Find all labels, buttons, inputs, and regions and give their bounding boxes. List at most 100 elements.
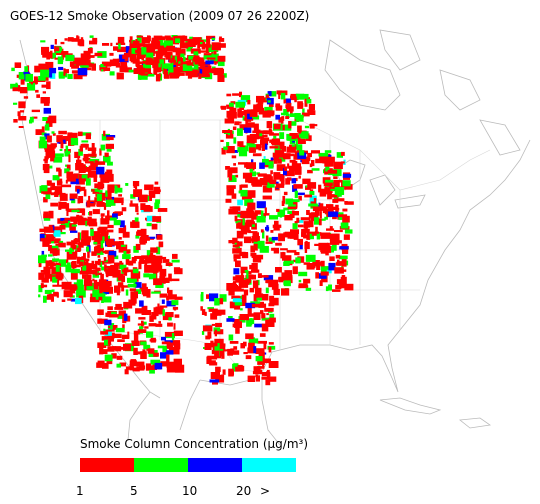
smoke-patch xyxy=(226,318,235,322)
smoke-patch xyxy=(29,116,34,123)
smoke-patch xyxy=(159,42,165,46)
smoke-patch xyxy=(301,112,310,117)
smoke-patch xyxy=(294,190,298,199)
smoke-patch xyxy=(308,203,318,207)
smoke-patch xyxy=(83,261,88,266)
smoke-patch xyxy=(45,265,49,269)
smoke-patch xyxy=(232,248,241,254)
smoke-patch xyxy=(248,313,256,317)
smoke-patch xyxy=(124,369,129,375)
smoke-patch xyxy=(220,105,223,109)
smoke-patch xyxy=(138,362,144,368)
smoke-patch xyxy=(268,161,274,169)
smoke-patch xyxy=(102,194,105,198)
smoke-patch xyxy=(40,69,50,78)
smoke-patch xyxy=(173,267,181,272)
smoke-patch xyxy=(70,244,77,250)
smoke-patch xyxy=(136,212,139,215)
smoke-patch xyxy=(249,168,253,172)
smoke-patch xyxy=(247,202,256,210)
smoke-patch xyxy=(99,65,108,71)
smoke-patch xyxy=(162,277,170,283)
smoke-patch xyxy=(287,138,297,141)
smoke-patch xyxy=(246,162,256,169)
smoke-patch xyxy=(299,150,305,156)
smoke-patch xyxy=(231,150,239,153)
smoke-patch xyxy=(78,173,82,182)
smoke-patch xyxy=(157,259,162,267)
smoke-patch xyxy=(315,158,325,164)
smoke-patch xyxy=(293,184,303,189)
smoke-patch xyxy=(251,236,260,244)
smoke-patch xyxy=(270,230,274,233)
smoke-patch xyxy=(52,258,60,262)
smoke-patch xyxy=(115,187,123,193)
smoke-patch xyxy=(234,288,244,292)
smoke-patch xyxy=(138,261,142,270)
smoke-patch xyxy=(214,350,221,359)
smoke-patch xyxy=(60,141,64,149)
smoke-patch xyxy=(75,186,86,191)
smoke-patch xyxy=(206,294,211,299)
smoke-patch xyxy=(304,125,310,129)
smoke-patch xyxy=(133,68,143,74)
smoke-patch xyxy=(110,42,113,47)
smoke-patch xyxy=(131,257,137,262)
smoke-patch xyxy=(109,52,114,56)
smoke-patch xyxy=(46,51,50,60)
smoke-patch xyxy=(163,68,168,75)
smoke-patch xyxy=(87,251,90,258)
smoke-patch xyxy=(320,245,325,253)
smoke-patch xyxy=(207,331,212,339)
smoke-patch xyxy=(197,41,201,49)
smoke-patch xyxy=(311,160,315,167)
smoke-patch xyxy=(256,201,266,209)
smoke-patch xyxy=(265,287,269,294)
smoke-patch xyxy=(85,166,91,172)
smoke-patch xyxy=(271,247,275,251)
smoke-patch xyxy=(85,220,88,227)
smoke-patch xyxy=(329,256,335,261)
smoke-patch xyxy=(107,255,115,263)
smoke-patch xyxy=(281,112,285,116)
smoke-patch xyxy=(260,229,264,233)
smoke-patch xyxy=(244,199,254,206)
smoke-patch xyxy=(79,145,83,152)
smoke-patch xyxy=(319,203,324,210)
smoke-patch xyxy=(76,289,86,298)
smoke-patch xyxy=(146,44,156,52)
smoke-patch xyxy=(107,240,113,247)
smoke-patch xyxy=(131,48,137,54)
smoke-patch xyxy=(90,227,94,230)
smoke-patch xyxy=(263,352,267,355)
smoke-patch xyxy=(245,175,250,183)
smoke-patch xyxy=(125,315,131,322)
smoke-patch xyxy=(323,182,333,187)
smoke-patch xyxy=(86,269,94,275)
smoke-patch xyxy=(263,176,273,182)
smoke-patch xyxy=(63,290,73,298)
smoke-patch xyxy=(235,275,245,283)
smoke-patch xyxy=(247,190,256,198)
smoke-patch xyxy=(95,270,98,276)
smoke-patch xyxy=(82,60,87,69)
smoke-patch xyxy=(161,299,165,304)
smoke-patch xyxy=(130,296,135,303)
smoke-patch xyxy=(286,98,291,104)
smoke-patch xyxy=(225,166,230,170)
smoke-patch xyxy=(141,283,147,289)
smoke-patch xyxy=(48,245,52,252)
smoke-patch xyxy=(121,276,125,283)
smoke-patch xyxy=(43,211,49,219)
smoke-patch xyxy=(229,102,234,107)
smoke-patch xyxy=(70,230,78,233)
smoke-patch xyxy=(324,162,334,167)
smoke-patch xyxy=(50,296,54,302)
smoke-patch xyxy=(66,241,76,246)
smoke-patch xyxy=(123,301,133,309)
smoke-patch xyxy=(201,331,205,335)
smoke-patch xyxy=(288,121,292,129)
smoke-patch xyxy=(270,157,274,161)
smoke-patch xyxy=(13,102,18,105)
smoke-patch xyxy=(146,53,154,61)
